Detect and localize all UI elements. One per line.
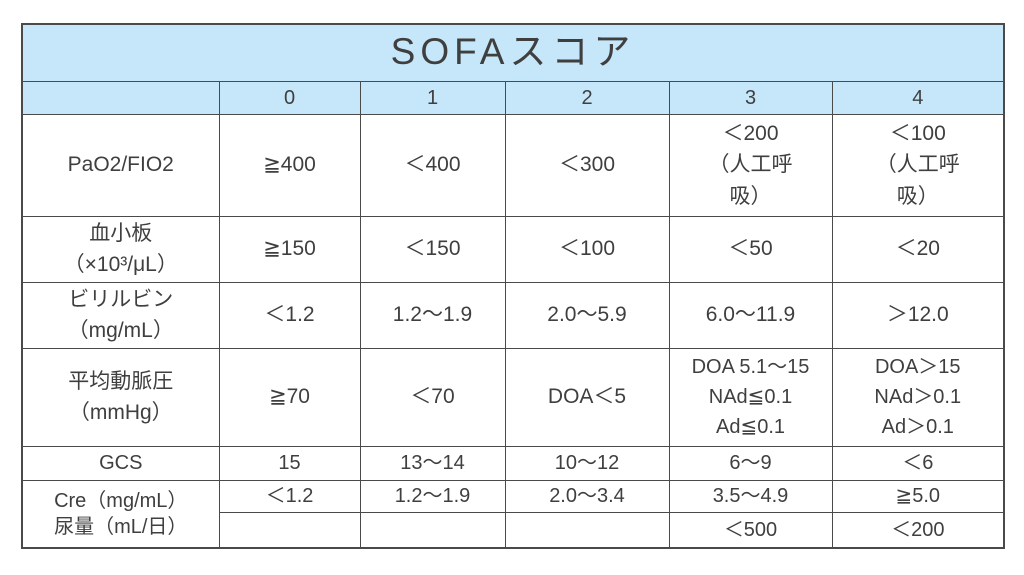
sofa-score-table: SOFAスコア 0 1 2 3 4 PaO2/FIO2 ≧400 ＜400 ＜3…	[21, 23, 1006, 549]
cell-bilirubin-score3: 6.0～11.9	[668, 281, 833, 349]
cell-pao2-score3: ＜200 （人工呼 吸）	[668, 113, 833, 217]
cell-pao2-score0: ≧400	[218, 113, 361, 217]
cell-urine-score3: ＜500	[668, 511, 833, 549]
cell-map-score0: ≧70	[218, 347, 361, 447]
cell-urine-score1	[359, 511, 506, 549]
cell-pao2-score2: ＜300	[504, 113, 670, 217]
cell-map-score2: DOA＜5	[504, 347, 670, 447]
cell-pao2-score4: ＜100 （人工呼 吸）	[831, 113, 1005, 217]
cell-urine-score4: ＜200	[831, 511, 1005, 549]
cell-bilirubin-score0: ＜1.2	[218, 281, 361, 349]
cell-cre-score4: ≧5.0	[831, 479, 1005, 513]
cell-gcs-score3: 6～9	[668, 445, 833, 481]
row-label-bilirubin: ビリルビン （mg/mL）	[21, 281, 220, 349]
score-header-0: 0	[218, 80, 361, 115]
cell-platelets-score1: ＜150	[359, 215, 506, 283]
cell-gcs-score0: 15	[218, 445, 361, 481]
row-label-platelets: 血小板 （×10³/μL）	[21, 215, 220, 283]
score-header-3: 3	[668, 80, 833, 115]
cell-gcs-score2: 10～12	[504, 445, 670, 481]
row-label-map: 平均動脈圧 （mmHg）	[21, 347, 220, 447]
cell-cre-score1: 1.2～1.9	[359, 479, 506, 513]
score-header-4: 4	[831, 80, 1005, 115]
corner-cell	[21, 80, 220, 115]
cell-platelets-score2: ＜100	[504, 215, 670, 283]
cell-urine-score2	[504, 511, 670, 549]
cell-pao2-score1: ＜400	[359, 113, 506, 217]
cell-gcs-score1: 13～14	[359, 445, 506, 481]
table-title: SOFAスコア	[21, 23, 1005, 82]
cell-map-score4: DOA＞15 NAd＞0.1 Ad＞0.1	[831, 347, 1005, 447]
cell-cre-score3: 3.5～4.9	[668, 479, 833, 513]
cell-map-score1: ＜70	[359, 347, 506, 447]
cell-bilirubin-score1: 1.2～1.9	[359, 281, 506, 349]
row-label-pao2fio2: PaO2/FIO2	[21, 113, 220, 217]
cell-cre-score0: ＜1.2	[218, 479, 361, 513]
score-header-1: 1	[359, 80, 506, 115]
cell-urine-score0	[218, 511, 361, 549]
row-label-cre-urine: Cre（mg/mL） 尿量（mL/日）	[21, 479, 220, 549]
row-label-gcs: GCS	[21, 445, 220, 481]
score-header-2: 2	[504, 80, 670, 115]
cell-bilirubin-score4: ＞12.0	[831, 281, 1005, 349]
cell-cre-score2: 2.0～3.4	[504, 479, 670, 513]
cell-platelets-score4: ＜20	[831, 215, 1005, 283]
cell-platelets-score0: ≧150	[218, 215, 361, 283]
cell-gcs-score4: ＜6	[831, 445, 1005, 481]
cell-bilirubin-score2: 2.0～5.9	[504, 281, 670, 349]
cell-platelets-score3: ＜50	[668, 215, 833, 283]
cell-map-score3: DOA 5.1～15 NAd≦0.1 Ad≦0.1	[668, 347, 833, 447]
